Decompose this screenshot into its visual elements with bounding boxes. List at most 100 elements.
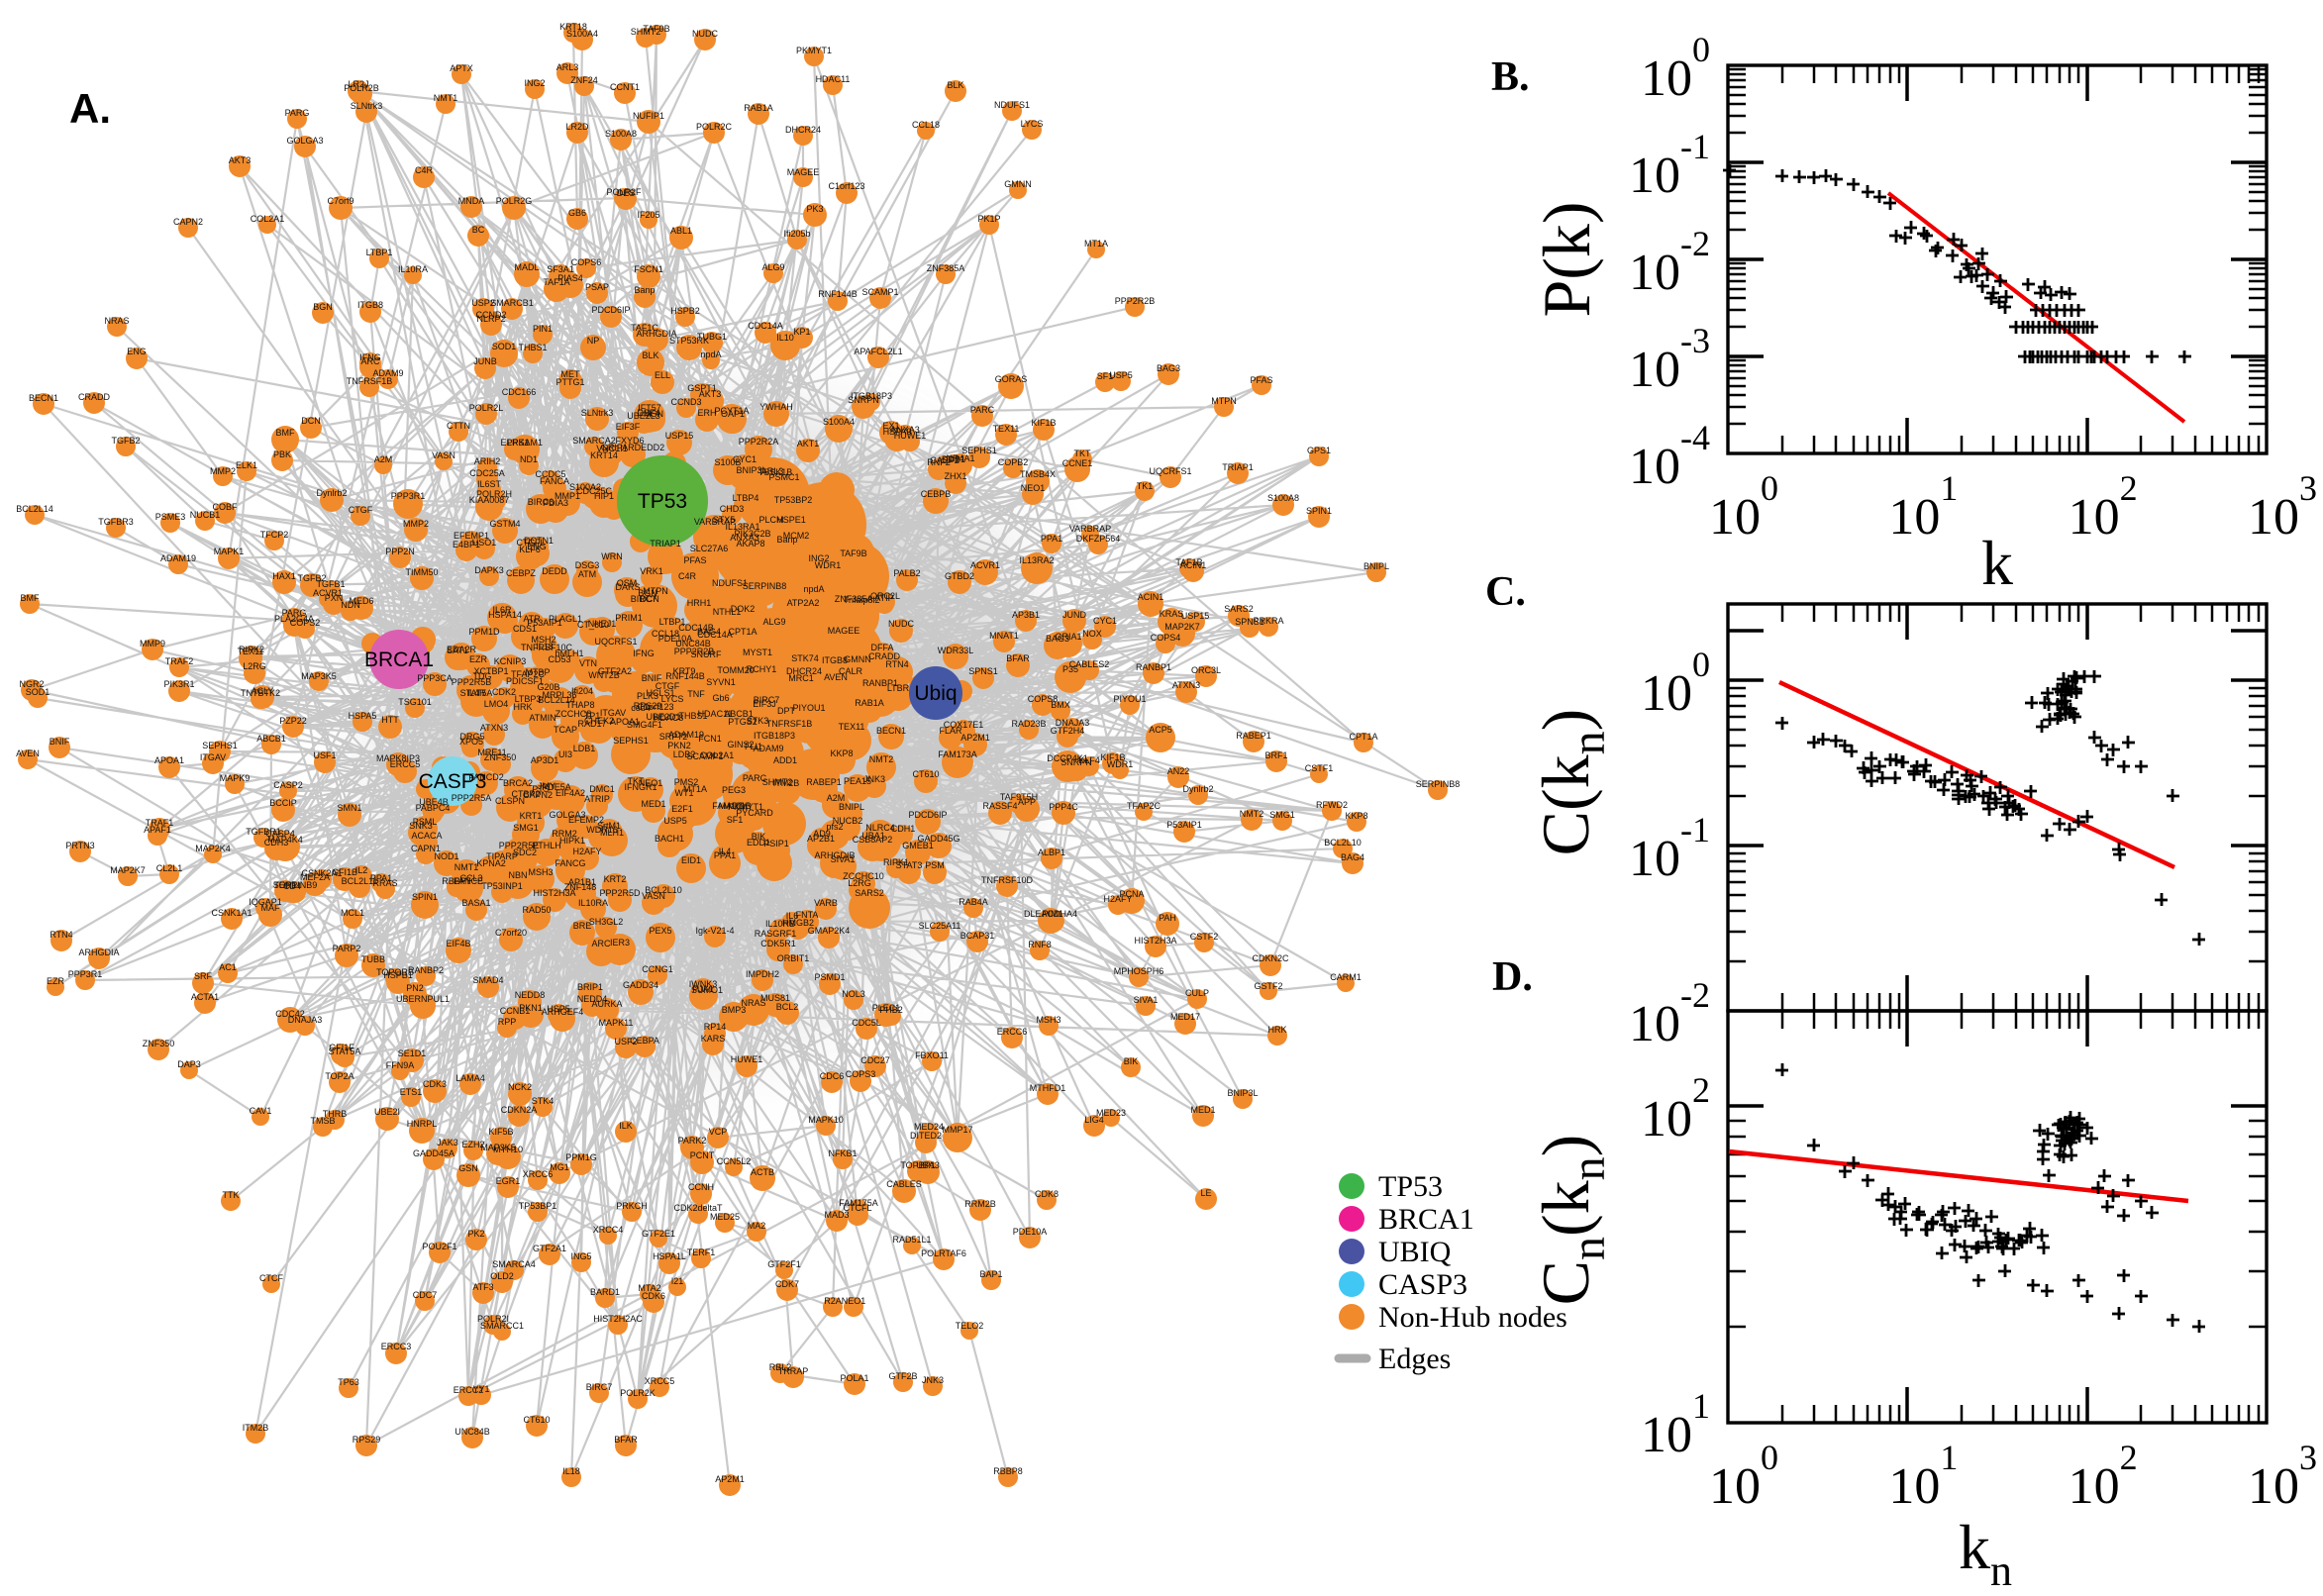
svg-text:CDC25C: CDC25C: [576, 486, 613, 496]
svg-text:CALR: CALR: [839, 666, 863, 676]
svg-text:UBA1: UBA1: [861, 831, 885, 841]
svg-text:ND1: ND1: [520, 454, 538, 464]
svg-text:GTF2A1: GTF2A1: [533, 1244, 566, 1253]
svg-text:kn: kn: [1959, 1512, 2012, 1595]
svg-text:RCHY1: RCHY1: [747, 664, 777, 674]
svg-text:PTGS2: PTGS2: [728, 717, 758, 727]
svg-text:CCND2: CCND2: [475, 310, 506, 320]
svg-text:APAFCL2L1: APAFCL2L1: [854, 347, 902, 356]
svg-text:FNTA: FNTA: [796, 910, 819, 920]
svg-text:KIF1B: KIF1B: [1031, 418, 1056, 428]
svg-text:CDK2deltaT: CDK2deltaT: [673, 1203, 723, 1213]
svg-text:RNF144B: RNF144B: [818, 289, 858, 299]
svg-text:TAF1B: TAF1B: [1175, 557, 1202, 567]
svg-text:PDE10A: PDE10A: [658, 634, 693, 644]
svg-text:CDC14A: CDC14A: [748, 321, 783, 331]
svg-text:MAGEE: MAGEE: [828, 626, 860, 636]
svg-text:PTTG1: PTTG1: [556, 377, 584, 387]
svg-text:BMF: BMF: [21, 593, 41, 603]
svg-text:HCLS1: HCLS1: [646, 688, 674, 698]
svg-text:ALG9: ALG9: [762, 617, 785, 627]
svg-text:MPHOSPH6: MPHOSPH6: [1114, 966, 1164, 976]
svg-text:BCL2L14: BCL2L14: [16, 504, 53, 514]
svg-text:S100B: S100B: [714, 457, 741, 467]
svg-text:GRIA1: GRIA1: [1055, 632, 1081, 642]
svg-text:ARL3: ARL3: [556, 62, 579, 72]
svg-text:HSPB1: HSPB1: [383, 970, 413, 980]
svg-text:TP53: TP53: [638, 490, 687, 513]
svg-text:PPP3R1: PPP3R1: [68, 969, 103, 979]
svg-text:C7orf20: C7orf20: [495, 928, 527, 938]
svg-text:BAG3: BAG3: [1157, 363, 1180, 373]
svg-text:STX5: STX5: [713, 515, 736, 525]
svg-text:CLSPN: CLSPN: [495, 796, 525, 806]
svg-text:MA2: MA2: [748, 1221, 766, 1231]
svg-text:USP2: USP2: [471, 298, 495, 308]
svg-text:BNIP3L: BNIP3L: [736, 465, 766, 475]
svg-text:MAF: MAF: [261, 903, 281, 913]
svg-text:LR2D: LR2D: [565, 122, 589, 132]
svg-text:LE: LE: [1200, 1188, 1211, 1198]
svg-text:ZNF350: ZNF350: [484, 752, 517, 762]
svg-text:TDG: TDG: [473, 671, 492, 681]
svg-text:JNK3: JNK3: [922, 1375, 944, 1385]
svg-text:B.: B.: [1491, 54, 1530, 100]
svg-text:IFNG: IFNG: [359, 352, 381, 362]
svg-text:GTF2E1: GTF2E1: [642, 1229, 675, 1239]
svg-text:BCL2L10: BCL2L10: [1324, 838, 1362, 848]
svg-text:PPM1D: PPM1D: [468, 627, 500, 637]
svg-text:TAF1A: TAF1A: [543, 277, 569, 287]
svg-text:PPP2N: PPP2N: [385, 547, 415, 556]
svg-text:MRC1: MRC1: [788, 673, 814, 683]
svg-text:ACIN1: ACIN1: [1180, 560, 1207, 570]
svg-text:SERPINB9: SERPINB9: [273, 880, 318, 890]
svg-text:PCNT: PCNT: [690, 1150, 715, 1160]
svg-text:RP14: RP14: [704, 1022, 727, 1032]
svg-text:NCK2: NCK2: [508, 1082, 532, 1092]
svg-text:SRP72: SRP72: [659, 732, 688, 742]
svg-text:SH3GL2: SH3GL2: [589, 917, 624, 927]
svg-text:PSM: PSM: [925, 860, 945, 870]
svg-text:CDC166: CDC166: [502, 387, 537, 397]
svg-text:TFAP2C: TFAP2C: [511, 669, 546, 679]
svg-text:SARS2: SARS2: [1224, 604, 1254, 614]
svg-text:BCAP31: BCAP31: [960, 931, 995, 941]
svg-text:GSN: GSN: [458, 1163, 478, 1173]
svg-text:BRCA1: BRCA1: [364, 648, 434, 671]
svg-text:KARS: KARS: [701, 1034, 726, 1044]
svg-text:ABL1: ABL1: [670, 226, 692, 236]
svg-text:G20B: G20B: [537, 682, 559, 692]
svg-text:HIP1: HIP1: [594, 491, 614, 501]
svg-text:BRIP1: BRIP1: [577, 982, 603, 992]
svg-text:MAPK8IP3: MAPK8IP3: [376, 753, 420, 763]
svg-text:IF205: IF205: [637, 210, 659, 220]
svg-text:XRCC4: XRCC4: [593, 1225, 624, 1235]
svg-text:MED1: MED1: [641, 799, 665, 809]
svg-text:Ifi204: Ifi204: [571, 686, 593, 696]
svg-text:CTCFL: CTCFL: [844, 1203, 872, 1213]
svg-text:BIK: BIK: [752, 832, 766, 842]
svg-text:HSPB2: HSPB2: [670, 306, 700, 316]
svg-text:HIST2H3A: HIST2H3A: [1134, 936, 1176, 946]
svg-text:HIST2H2AC: HIST2H2AC: [593, 1314, 643, 1324]
svg-text:PEX5: PEX5: [649, 926, 671, 936]
svg-text:TKT: TKT: [1074, 449, 1092, 458]
svg-text:PRKCH: PRKCH: [616, 1201, 648, 1211]
svg-text:ZNF148: ZNF148: [564, 882, 597, 892]
svg-text:CASP4: CASP4: [265, 829, 295, 839]
svg-text:PBK: PBK: [273, 449, 291, 459]
svg-text:UBE2L3: UBE2L3: [627, 411, 660, 421]
svg-text:AKAP8: AKAP8: [736, 539, 764, 549]
svg-text:A2M: A2M: [827, 793, 846, 803]
svg-text:CPT1A: CPT1A: [1349, 732, 1377, 742]
svg-text:TRAF2: TRAF2: [165, 656, 194, 666]
svg-text:MTPN: MTPN: [1211, 396, 1237, 406]
svg-text:CT610: CT610: [912, 769, 939, 779]
svg-text:ACIN1: ACIN1: [1138, 592, 1164, 602]
svg-text:BNIP3L: BNIP3L: [1227, 1088, 1258, 1098]
svg-text:COPS8: COPS8: [1028, 694, 1059, 704]
svg-text:SNURF: SNURF: [691, 649, 723, 659]
svg-text:ATF3: ATF3: [472, 1282, 493, 1292]
svg-text:FFN9A: FFN9A: [386, 1060, 415, 1070]
svg-text:RIPK2: RIPK2: [239, 645, 264, 654]
